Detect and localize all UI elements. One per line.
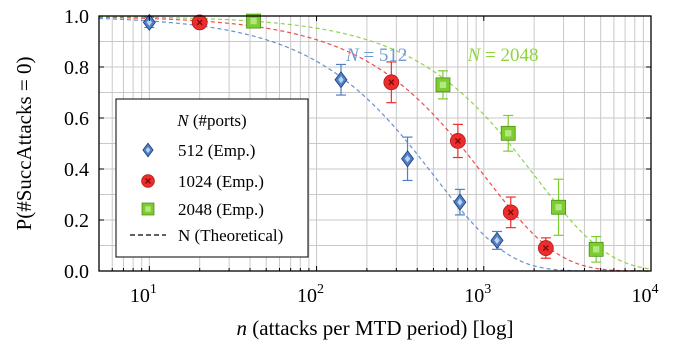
diamond-highlight	[145, 146, 151, 154]
square-highlight	[555, 204, 562, 211]
circle-cross	[454, 137, 461, 144]
legend-marker-1024	[141, 174, 155, 188]
curve-annotation-var: N	[345, 45, 360, 66]
circle-cross	[507, 209, 514, 216]
x-tick-label-exponent: 2	[317, 282, 324, 297]
x-tick-label-base: 10	[130, 285, 150, 307]
x-tick-label-exponent: 1	[150, 282, 157, 297]
diamond-highlight	[457, 198, 463, 206]
x-tick-label-exponent: 3	[484, 282, 491, 297]
legend-entry-label: N (Theoretical)	[178, 226, 283, 245]
x-axis-label: n (attacks per MTD period) [log]	[237, 316, 514, 340]
curve-annotation-value: = 2048	[480, 45, 538, 66]
y-axis-label: P(#SuccAttacks = 0)	[12, 57, 36, 231]
legend-title-rest: (#ports)	[189, 111, 247, 130]
data-point-512	[334, 71, 348, 89]
data-points	[142, 13, 604, 263]
data-point-512	[453, 193, 467, 211]
diamond-highlight	[338, 76, 344, 84]
curve-annotation: N = 512	[345, 45, 407, 66]
data-point-2048	[500, 125, 516, 141]
square-highlight	[250, 17, 257, 25]
legend: N (#ports) 512 (Emp.) 1024 (Emp.) 2048 (Em…	[115, 98, 309, 258]
data-point-1024	[502, 204, 519, 221]
circle-cross	[542, 245, 549, 252]
x-tick-label: 104	[632, 282, 659, 307]
data-point-512	[142, 13, 156, 32]
data-point-2048	[246, 13, 261, 29]
x-tick-label: 101	[130, 282, 157, 307]
circle-cross	[388, 79, 395, 86]
theoretical-curve-2048	[98, 16, 652, 270]
plot-frame	[98, 15, 652, 272]
square-highlight	[593, 246, 600, 253]
y-tick-label: 0.0	[64, 261, 89, 283]
square-highlight	[505, 130, 512, 137]
y-tick-label: 0.2	[64, 210, 89, 232]
y-tick-label: 0.4	[64, 159, 89, 181]
diamond-highlight	[494, 236, 500, 244]
curve-annotation-value: = 512	[359, 45, 408, 66]
x-tick-label-base: 10	[464, 285, 484, 307]
square-highlight	[145, 206, 151, 212]
legend-entry-label: 512 (Emp.)	[178, 141, 255, 160]
data-point-512	[490, 231, 504, 250]
diamond-highlight	[404, 155, 411, 163]
legend-entries: 512 (Emp.) 1024 (Emp.) 2048 (Emp.) N (Theor…	[130, 141, 283, 245]
circle-cross	[196, 19, 203, 26]
data-point-1024	[191, 14, 208, 31]
curve-annotation: N = 2048	[467, 45, 539, 66]
data-point-2048	[435, 77, 451, 93]
x-tick-label-exponent: 4	[652, 282, 659, 297]
legend-entry-label: 1024 (Emp.)	[178, 172, 264, 191]
circle-cross	[145, 178, 151, 184]
legend-title: N (#ports)	[176, 111, 246, 130]
curve-annotation-var: N	[467, 45, 482, 66]
y-tick-label: 0.6	[64, 108, 89, 130]
x-tick-label-base: 10	[297, 285, 317, 307]
x-tick-label: 103	[464, 282, 491, 307]
data-point-1024	[537, 240, 554, 256]
data-point-2048	[551, 199, 566, 215]
x-axis-label-rest: (attacks per MTD period) [log]	[247, 316, 514, 340]
data-point-2048	[588, 241, 604, 257]
square-highlight	[439, 81, 447, 88]
legend-marker-2048	[141, 202, 155, 216]
y-tick-label: 1.0	[64, 6, 89, 28]
legend-entry-label: 2048 (Emp.)	[178, 200, 264, 219]
theoretical-curve-512	[98, 17, 651, 272]
x-tick-label-base: 10	[632, 285, 652, 307]
theoretical-curves	[98, 16, 652, 272]
data-point-512	[401, 150, 415, 168]
legend-title-var: N	[176, 111, 190, 130]
annotations: N = 512 N = 2048	[345, 45, 538, 66]
y-tick-label: 0.8	[64, 57, 89, 79]
theoretical-curve-1024	[98, 16, 652, 272]
diamond-highlight	[146, 18, 153, 26]
data-point-1024	[383, 74, 400, 91]
data-point-1024	[449, 133, 466, 149]
x-tick-label: 102	[297, 282, 324, 307]
legend-marker-512	[142, 142, 154, 158]
x-axis-label-var: n	[237, 316, 248, 340]
